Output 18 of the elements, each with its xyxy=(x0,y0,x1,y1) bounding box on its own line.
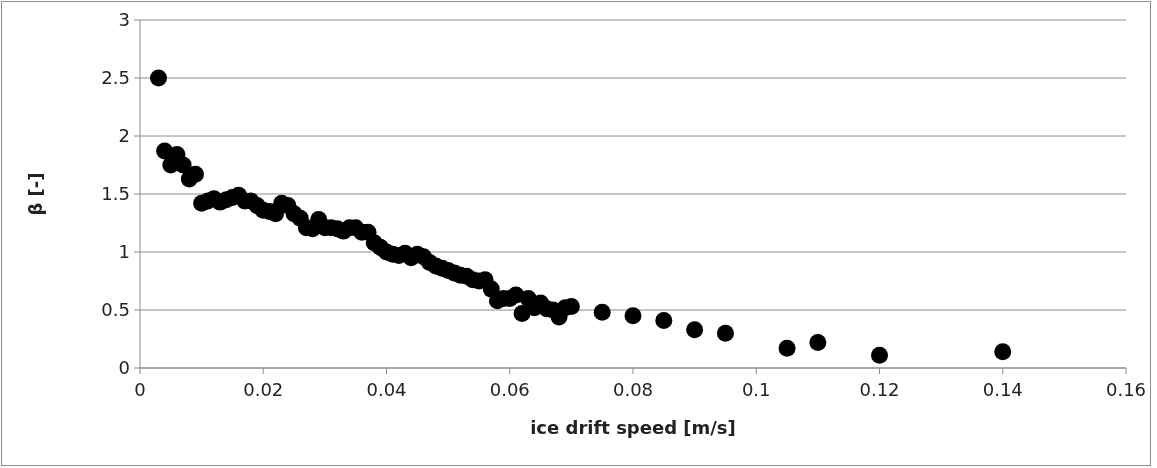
x-tick-label: 0.1 xyxy=(741,379,771,400)
x-tick-label: 0.02 xyxy=(243,379,284,400)
x-tick-label: 0.06 xyxy=(489,379,530,400)
y-tick-label: 1 xyxy=(118,241,130,263)
y-tick-label: 0.5 xyxy=(101,299,130,321)
x-tick-label: 0.12 xyxy=(859,379,900,400)
x-tick-label: 0.04 xyxy=(366,379,407,400)
y-tick-label: 2 xyxy=(118,125,130,147)
x-tick-label: 0.08 xyxy=(612,379,654,400)
y-tick-label: 2.5 xyxy=(101,67,130,89)
y-tick-label: 3 xyxy=(118,9,130,31)
y-tick-label: 1.5 xyxy=(101,183,130,205)
x-tick-label: 0.16 xyxy=(1105,379,1147,400)
y-axis-title: β [-] xyxy=(25,172,46,216)
x-tick-label: 0 xyxy=(134,379,146,400)
x-axis-title: ice drift speed [m/s] xyxy=(530,417,736,438)
x-tick-label: 0.14 xyxy=(982,379,1023,400)
y-tick-label: 0 xyxy=(118,357,130,379)
